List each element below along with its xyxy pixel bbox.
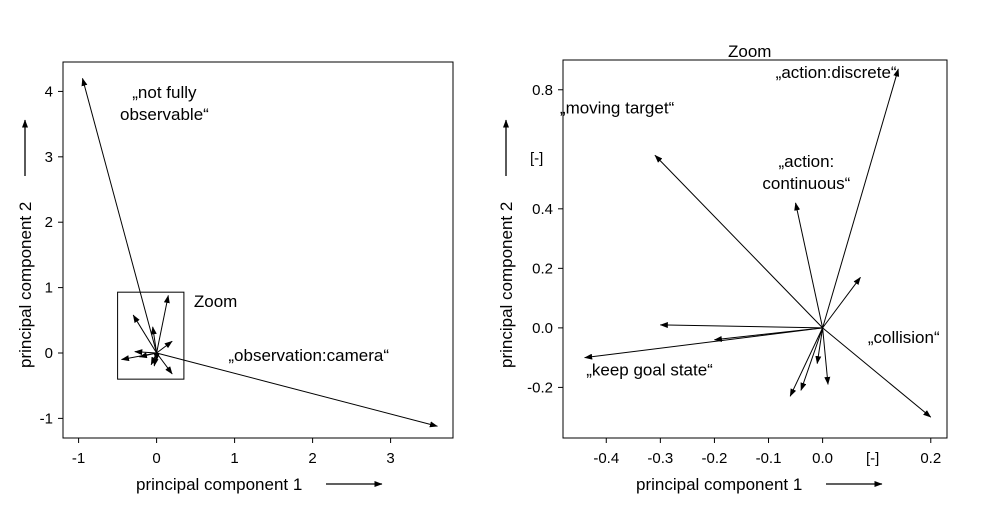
left-loading-vectors [81,77,438,428]
right-y-ticks: -0.2 0.0 0.2 0.4 0.8 [527,82,563,396]
loading-vector-arrow [822,327,932,418]
loading-vector-arrow [659,322,823,329]
x-tick-label: 0.2 [920,450,941,467]
annotation-line: „moving target“ [560,99,675,118]
x-tick-label: -1 [72,450,85,467]
annotation-line: „action: [779,152,835,171]
loading-vector-arrow [822,68,900,329]
right-zoom-biplot-panel: Zoom -0.4 -0.3 -0.2 -0.1 0.0 0.2 -0.2 0.0 0.2 0.… [497,42,948,494]
left-y-ticks: -1 0 1 2 3 4 [40,83,63,427]
vector-annotation: „action:discrete“ [776,63,897,82]
right-y-axis-label: principal component 2 [497,202,516,368]
x-tick-label: -0.2 [702,450,728,467]
x-tick-label: -0.3 [647,450,673,467]
annotation-line: „action:discrete“ [776,63,897,82]
annotation-line: „keep goal state“ [586,360,713,379]
zoom-box-label: Zoom [194,292,237,311]
y-tick-label: -0.2 [527,379,553,396]
x-tick-label: 0 [152,450,160,467]
y-tick-label: 2 [45,214,53,231]
vector-annotation: „collision“ [868,328,940,347]
left-y-axis-label: principal component 2 [16,202,35,368]
loading-vector-arrow [822,276,861,329]
loading-vector-arrow [156,294,170,354]
annotation-line: observable“ [120,105,209,124]
y-tick-label: 3 [45,149,53,166]
loading-vector-arrow [138,352,157,359]
loading-vector-arrow [789,327,824,397]
y-tick-label: -1 [40,410,53,427]
loading-vector-arrow [132,314,158,354]
left-x-axis-label: principal component 1 [136,475,302,494]
y-tick-label: 1 [45,280,53,297]
right-y-unit-label: [-] [530,150,543,167]
right-chart-title: Zoom [728,42,771,61]
loading-vector-arrow [150,326,158,354]
right-x-axis-label: principal component 1 [636,475,802,494]
loading-vector-arrow [822,327,831,385]
loading-vector-arrow [815,327,824,365]
y-tick-label: 0.0 [532,320,553,337]
annotation-line: „collision“ [868,328,940,347]
loading-vector-arrow [156,352,173,375]
zoom-region-box [117,291,185,380]
loading-vector-arrow [156,340,173,354]
loading-vector-arrow [713,327,823,342]
x-tick-label: 2 [308,450,316,467]
x-tick-label: -0.1 [756,450,782,467]
right-loading-vectors [584,68,932,418]
loading-vector-arrow [156,352,438,428]
vector-annotation: „not fully observable“ [120,83,209,124]
loading-vector-arrow [134,349,157,356]
right-x-unit-label: [-] [866,450,879,467]
loading-vector-arrow [800,327,824,391]
loading-vector-arrow [654,154,823,329]
y-tick-label: 0.4 [532,201,553,218]
x-tick-label: -0.4 [593,450,619,467]
x-tick-label: 3 [386,450,394,467]
y-tick-label: 4 [45,83,53,100]
vector-annotation: „keep goal state“ [586,360,713,379]
loading-vector-arrow [81,77,158,354]
x-tick-label: 0.0 [812,450,833,467]
vector-annotation: „action: continuous“ [762,152,850,193]
annotation-line: „not fully [132,83,197,102]
right-annotations: „action:discrete“ „moving target“ „action:… [560,63,940,380]
annotation-line: continuous“ [762,174,850,193]
x-tick-label: 1 [230,450,238,467]
vector-annotation: „moving target“ [560,99,675,118]
vector-annotation: „observation:camera“ [228,346,389,365]
right-plot-frame [562,59,948,439]
y-tick-label: 0 [45,345,53,362]
left-x-ticks: -1 0 1 2 3 [72,438,395,467]
y-tick-label: 0.8 [532,82,553,99]
loading-vector-arrow [794,202,824,328]
left-annotations: „not fully observable“ „observation:camera… [120,83,389,365]
left-biplot-panel: -1 0 1 2 3 -1 0 1 2 3 4 Zoom „not fully observable… [16,61,454,494]
left-plot-frame [62,61,454,439]
right-x-ticks: -0.4 -0.3 -0.2 -0.1 0.0 0.2 [593,438,941,467]
annotation-line: „observation:camera“ [228,346,389,365]
y-tick-label: 0.2 [532,260,553,277]
loading-vector-arrow [584,327,823,360]
